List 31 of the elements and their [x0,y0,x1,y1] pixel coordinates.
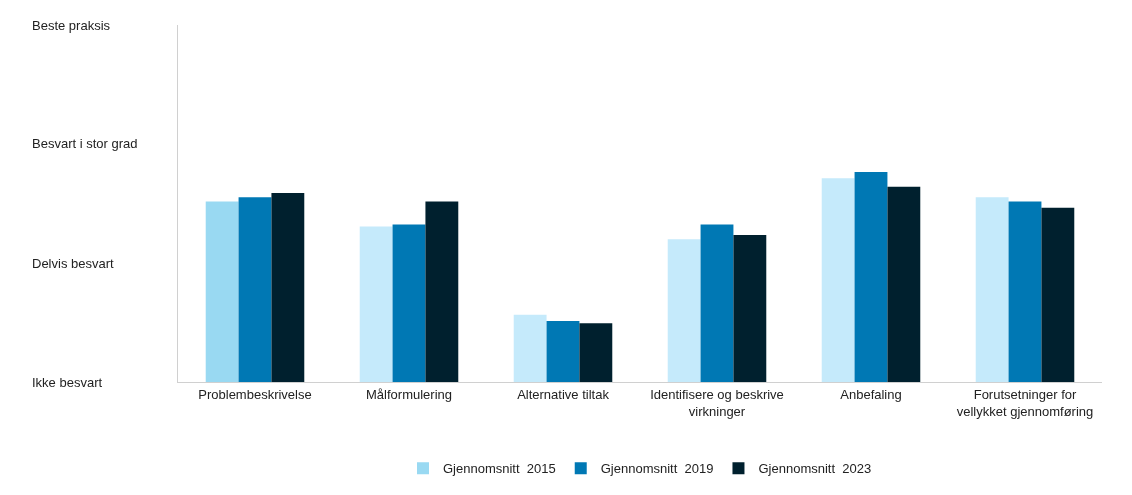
bar [1041,207,1075,382]
bar [513,314,547,382]
bar [854,172,888,382]
bar [1008,201,1042,382]
x-tick-label: Forutsetninger for vellykket gjennomføring [956,386,1094,419]
bar [359,226,393,382]
bar [579,323,613,382]
x-tick-label: Problembeskrivelse [198,386,312,402]
x-tick-label: Målformulering [366,386,452,402]
bar [205,201,239,382]
text: Ikke besvart [32,375,103,390]
bar [733,235,767,382]
text: Besvart i stor grad [32,136,138,151]
text: Beste praksis [32,18,111,33]
bar [238,197,272,382]
legend-label: Gjennomsnitt 2023 [758,461,872,477]
bar [546,321,580,382]
bar [887,186,921,382]
x-tick-label: Identifisere og beskrive virkninger [650,386,784,419]
text: Delvis besvart [32,256,115,271]
bar [700,224,734,382]
bar [271,193,305,382]
bar [392,224,426,382]
bar [975,197,1009,382]
x-tick-label: Alternative tiltak [517,386,610,402]
legend-label: Gjennomsnitt 2015 [443,461,556,477]
bar [425,201,459,382]
bar [667,239,701,382]
x-tick-label: Anbefaling [840,386,902,402]
bar [821,178,855,382]
legend-label: Gjennomsnitt 2019 [600,461,714,477]
